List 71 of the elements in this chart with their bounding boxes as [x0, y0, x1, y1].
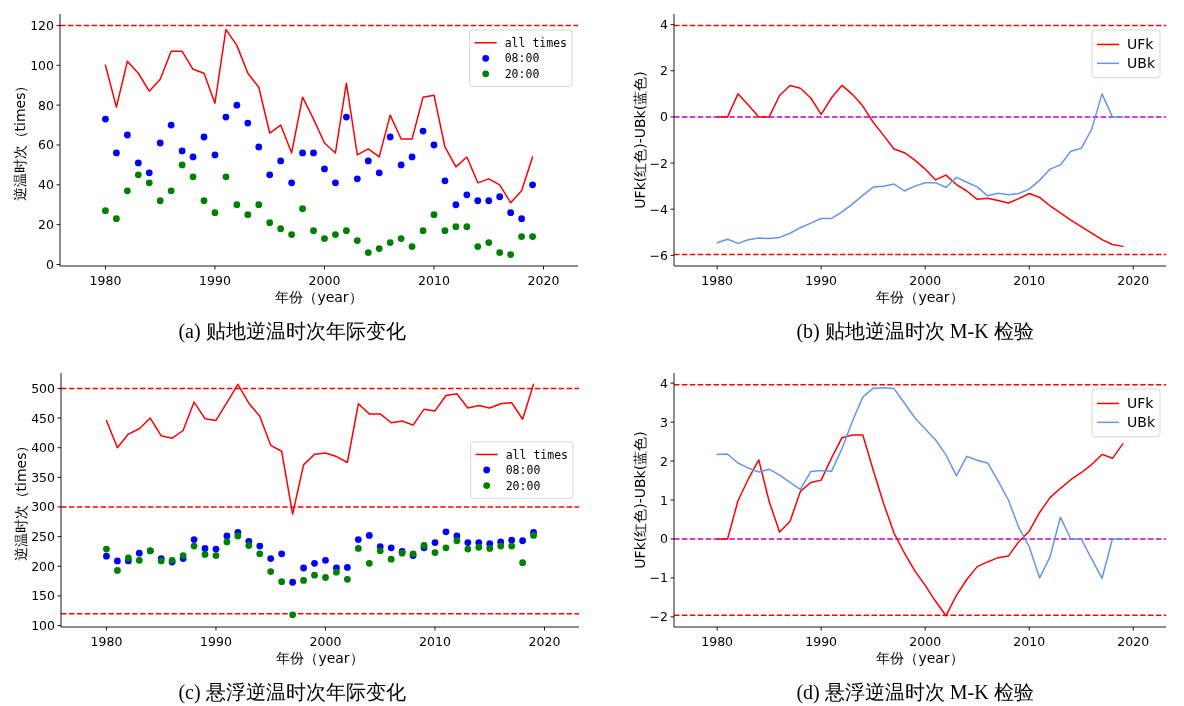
legend-label: 20:00: [504, 66, 540, 81]
x-tick-label: 1990: [200, 634, 232, 649]
x-tick-label: 1990: [805, 273, 838, 288]
y-tick-label: 2: [660, 63, 668, 79]
x-tick-label: 1980: [701, 273, 734, 288]
y-tick-label: 4: [660, 375, 669, 391]
legend-label: 08:00: [505, 463, 541, 478]
x-tick-label: 2020: [527, 273, 560, 288]
x-axis-title: 年份（year）: [275, 289, 363, 305]
x-tick-label: 2010: [419, 634, 451, 649]
y-tick-label: −2: [649, 609, 668, 625]
x-axis-title: 年份（year）: [876, 289, 964, 305]
legend-label: all times: [504, 35, 567, 50]
y-tick-label: 2: [660, 453, 668, 469]
y-tick-label: 1: [660, 492, 668, 508]
y-tick-label: −6: [649, 247, 669, 263]
legend-label: all times: [505, 447, 568, 462]
x-axis-title: 年份（year）: [876, 650, 964, 666]
y-tick-label: 150: [31, 588, 56, 604]
text: (a) 贴地逆温时次年际变化: [178, 320, 406, 343]
y-tick-label: 120: [30, 17, 55, 33]
y-tick-label: 0: [660, 531, 669, 547]
y-tick-label: 3: [660, 414, 668, 430]
y-tick-label: 100: [31, 618, 56, 634]
x-axis-title: 年份（year）: [276, 650, 364, 666]
y-axis-title: 逆温时次（times）: [13, 438, 30, 562]
y-tick-label: 80: [38, 97, 55, 113]
y-tick-label: 350: [31, 469, 56, 485]
y-tick-label: 0: [660, 109, 669, 125]
y-tick-label: 60: [38, 137, 55, 153]
x-tick-label: 1980: [90, 634, 123, 649]
y-axis-title: UFk(红色)-UBk(蓝色): [631, 71, 648, 209]
y-axis-title: 逆温时次（times）: [12, 78, 29, 202]
y-tick-label: −1: [649, 570, 668, 586]
x-tick-label: 2000: [309, 634, 342, 649]
y-tick-label: −4: [649, 201, 669, 217]
x-tick-label: 2010: [1013, 634, 1046, 649]
text: (d) 悬浮逆温时次 M-K 检验: [796, 681, 1034, 704]
y-tick-label: 20: [38, 217, 55, 233]
legend-label: UBk: [1127, 414, 1156, 431]
y-axis-title: UFk(红色)-UBk(蓝色): [631, 431, 648, 569]
y-tick-label: 4: [660, 17, 669, 33]
y-tick-label: 300: [31, 499, 56, 515]
y-tick-label: 200: [31, 558, 56, 574]
legend-label: 20:00: [505, 478, 541, 493]
y-tick-label: −2: [649, 155, 668, 171]
x-tick-label: 2020: [1117, 273, 1150, 288]
legend-label: 08:00: [504, 51, 540, 66]
legend-label: UFk: [1127, 36, 1155, 53]
x-tick-label: 2020: [1117, 634, 1150, 649]
x-tick-label: 1980: [701, 634, 734, 649]
y-tick-label: 500: [31, 380, 56, 396]
x-tick-label: 2020: [528, 634, 561, 649]
x-tick-label: 2010: [418, 273, 450, 288]
y-tick-label: 400: [31, 440, 56, 456]
x-tick-label: 1990: [805, 634, 838, 649]
x-tick-label: 1980: [89, 273, 122, 288]
x-tick-label: 2000: [308, 273, 341, 288]
legend-label: UBk: [1127, 55, 1156, 72]
x-tick-label: 1990: [199, 273, 231, 288]
y-tick-label: 100: [30, 57, 55, 73]
x-tick-label: 2000: [909, 634, 942, 649]
text: (c) 悬浮逆温时次年际变化: [178, 681, 406, 704]
x-tick-label: 2010: [1013, 273, 1046, 288]
y-tick-label: 450: [31, 410, 56, 426]
y-tick-label: 250: [31, 529, 56, 545]
legend-label: UFk: [1127, 395, 1155, 412]
y-tick-label: 40: [38, 177, 55, 193]
y-tick-label: 0: [46, 257, 55, 273]
text: (b) 贴地逆温时次 M-K 检验: [796, 320, 1034, 343]
x-tick-label: 2000: [909, 273, 942, 288]
